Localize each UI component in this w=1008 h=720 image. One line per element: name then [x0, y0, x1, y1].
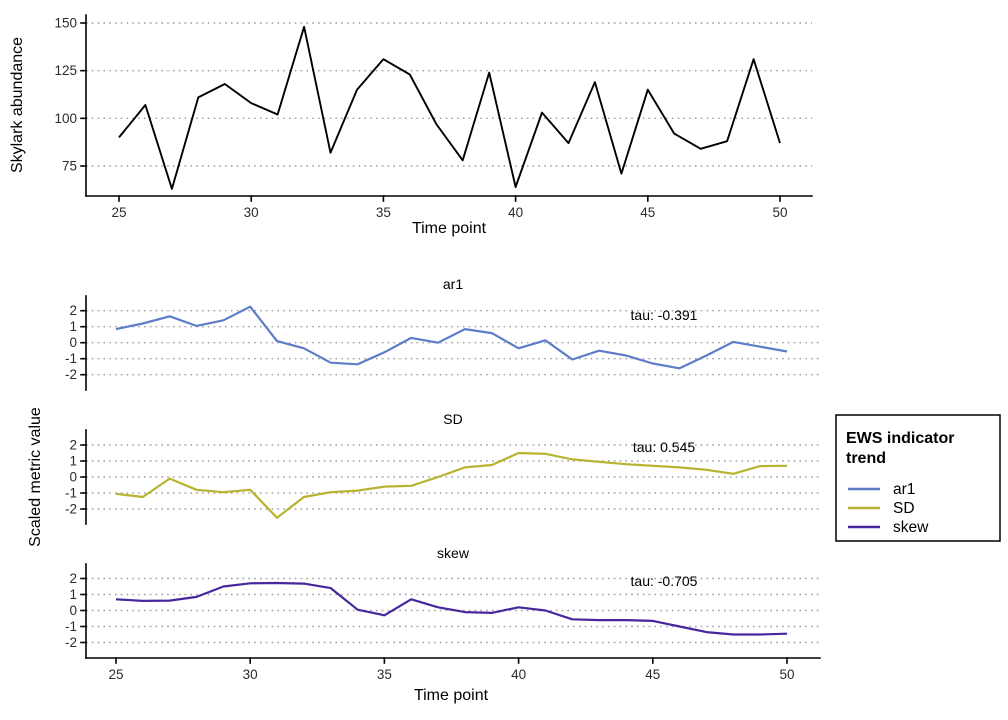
legend-label-SD: SD — [893, 500, 915, 517]
y-tick-label: -1 — [65, 486, 77, 501]
x-tick-label: 35 — [377, 667, 392, 682]
x-tick-label: 50 — [779, 667, 794, 682]
y-tick-label: 1 — [69, 319, 77, 334]
series-line-skew — [115, 581, 788, 636]
y-tick-label: -2 — [65, 367, 77, 382]
x-tick-label: 25 — [108, 667, 123, 682]
y-tick-label: -2 — [65, 635, 77, 650]
legend: EWS indicator trend ar1 SD skew — [835, 414, 1001, 542]
y-tick-label: 0 — [69, 470, 77, 485]
y-tick-label: 125 — [54, 63, 77, 78]
series-line-SD — [115, 451, 788, 519]
legend-title-line1: EWS indicator — [846, 430, 954, 447]
x-tick-label: 50 — [772, 205, 787, 220]
y-tick-label: 100 — [54, 111, 77, 126]
legend-label-ar1: ar1 — [893, 481, 915, 498]
series-line-ar1 — [115, 305, 788, 370]
y-tick-label: 1 — [69, 454, 77, 469]
x-tick-label: 35 — [376, 205, 391, 220]
y-tick-label: 0 — [69, 603, 77, 618]
y-tick-label: -2 — [65, 502, 77, 517]
y-tick-label: 150 — [54, 15, 77, 30]
x-tick-label: 40 — [511, 667, 526, 682]
x-tick-label: 30 — [244, 205, 259, 220]
y-tick-label: -1 — [65, 351, 77, 366]
x-tick-label: 25 — [111, 205, 126, 220]
series-line-skylark-abundance — [118, 25, 781, 190]
facet-x-axis-title: Time point — [414, 687, 489, 704]
tau-annotation-sd: tau: 0.545 — [633, 439, 695, 455]
tau-annotation-skew: tau: -0.705 — [631, 573, 698, 589]
x-tick-label: 40 — [508, 205, 523, 220]
x-tick-label: 45 — [645, 667, 660, 682]
top-x-axis-title: Time point — [412, 220, 487, 237]
y-tick-label: 75 — [62, 158, 77, 173]
legend-title-line2: trend — [846, 450, 886, 467]
facet-title-ar1: ar1 — [443, 276, 463, 292]
y-tick-label: 2 — [69, 303, 77, 318]
y-tick-label: 1 — [69, 587, 77, 602]
y-tick-label: 2 — [69, 438, 77, 453]
y-tick-label: 0 — [69, 335, 77, 350]
top-y-axis-title: Skylark abundance — [9, 37, 26, 173]
legend-border — [835, 414, 1001, 542]
facet-title-skew: skew — [437, 545, 470, 561]
y-tick-label: 2 — [69, 571, 77, 586]
y-tick-label: -1 — [65, 619, 77, 634]
legend-entries: ar1 SD skew — [848, 481, 929, 536]
facet-title-sd: SD — [443, 411, 462, 427]
x-tick-label: 30 — [243, 667, 258, 682]
legend-label-skew: skew — [893, 519, 929, 536]
x-tick-label: 45 — [640, 205, 655, 220]
facet-y-axis-title: Scaled metric value — [27, 407, 44, 547]
tau-annotation-ar1: tau: -0.391 — [631, 307, 698, 323]
